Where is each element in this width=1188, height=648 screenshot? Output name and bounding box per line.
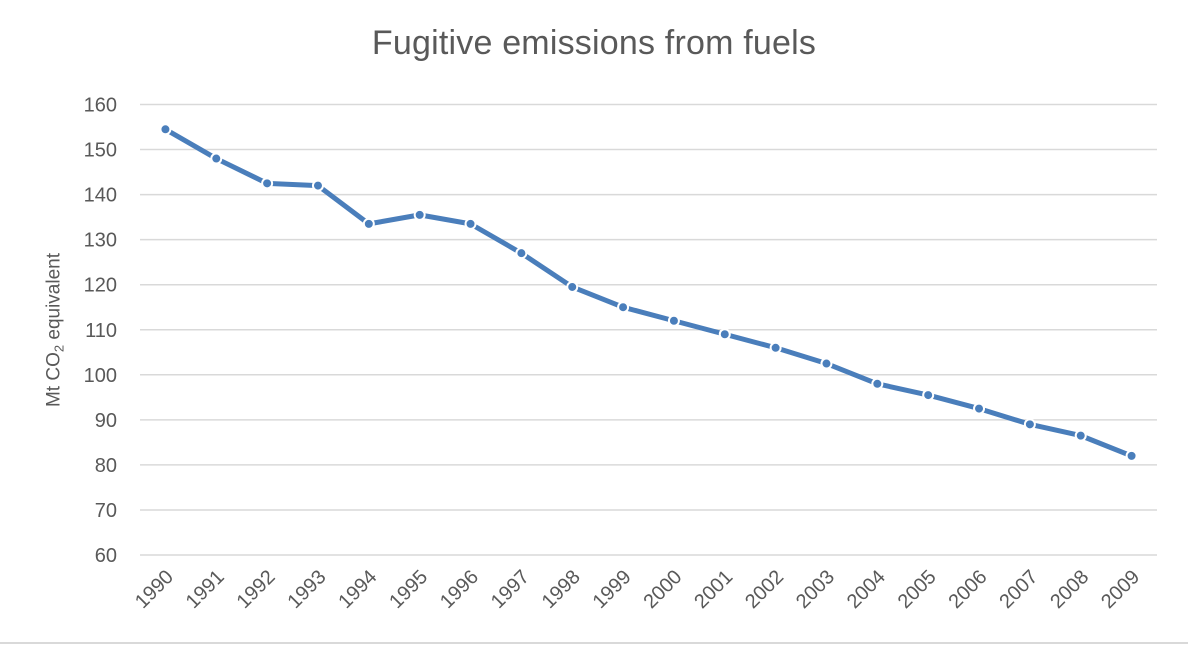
x-tick-label: 2001 — [690, 566, 737, 613]
y-tick-label: 130 — [84, 230, 117, 252]
x-tick-label: 1997 — [487, 566, 534, 613]
data-point-marker — [617, 301, 630, 314]
x-tick-label: 2007 — [995, 566, 1042, 613]
data-point-marker — [362, 217, 375, 230]
data-point-marker — [820, 357, 833, 370]
series-markers — [159, 123, 1138, 462]
data-point-marker — [210, 152, 223, 165]
y-tick-label: 140 — [84, 185, 117, 207]
data-point-marker — [718, 328, 731, 341]
x-tick-label: 1991 — [182, 566, 229, 613]
y-tick-label: 80 — [95, 455, 117, 477]
x-tick-label: 1996 — [436, 566, 483, 613]
data-point-marker — [1074, 429, 1087, 442]
data-point-marker — [159, 123, 172, 136]
data-point-marker — [464, 217, 477, 230]
bottom-separator — [0, 642, 1188, 644]
y-tick-label: 160 — [84, 95, 117, 117]
x-tick-label: 1994 — [334, 566, 381, 613]
x-tick-label: 2008 — [1046, 566, 1093, 613]
series-line — [162, 126, 1135, 459]
data-point-marker — [1023, 418, 1036, 431]
x-tick-label: 1990 — [131, 566, 178, 613]
x-tick-label: 2004 — [843, 566, 890, 613]
x-tick-label: 2000 — [639, 566, 686, 613]
y-tick-label: 100 — [84, 365, 117, 387]
y-tick-label: 70 — [95, 500, 117, 522]
y-tick-labels: 160 150 140 130 120 110 100 90 80 70 60 — [84, 95, 117, 568]
data-point-marker — [973, 402, 986, 415]
data-point-marker — [667, 314, 680, 327]
x-tick-label: 2005 — [894, 566, 941, 613]
y-tick-label: 60 — [95, 545, 117, 567]
y-tick-label: 90 — [95, 410, 117, 432]
x-tick-label: 2009 — [1097, 566, 1144, 613]
data-point-marker — [261, 177, 274, 190]
x-tick-label: 2006 — [945, 566, 992, 613]
data-point-marker — [311, 179, 324, 192]
y-tick-label: 110 — [85, 320, 117, 342]
x-tick-label: 1995 — [385, 566, 432, 613]
x-tick-label: 1998 — [538, 566, 585, 613]
x-tick-label: 1999 — [589, 566, 636, 613]
x-tick-labels: 1990 1991 1992 1993 1994 1995 1996 1997 1998 1999… — [131, 566, 1144, 613]
data-point-marker — [871, 377, 884, 390]
y-tick-label: 120 — [84, 275, 117, 297]
x-tick-label: 1992 — [233, 566, 280, 613]
data-point-marker — [922, 389, 935, 402]
data-point-marker — [769, 341, 782, 354]
x-tick-label: 1993 — [283, 566, 330, 613]
data-point-marker — [1125, 449, 1138, 462]
gridlines — [140, 103, 1157, 556]
data-point-marker — [515, 247, 528, 260]
x-tick-label: 2003 — [792, 566, 839, 613]
x-tick-label: 2002 — [741, 566, 788, 613]
data-point-marker — [566, 280, 579, 293]
chart-title: Fugitive emissions from fuels — [371, 24, 817, 62]
data-point-marker — [413, 208, 426, 221]
y-tick-label: 150 — [84, 140, 117, 162]
